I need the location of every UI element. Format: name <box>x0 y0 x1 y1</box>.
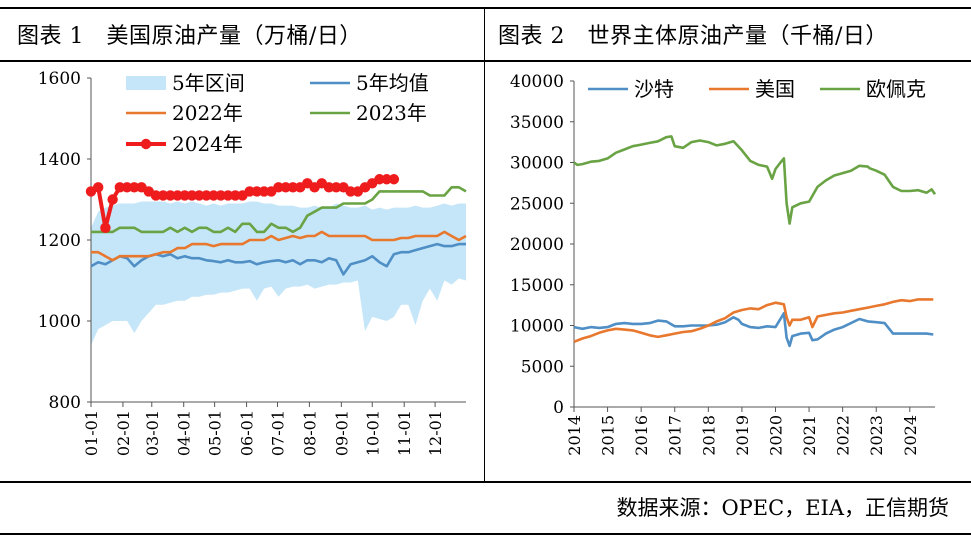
y-tick-label: 20000 <box>510 235 564 255</box>
series-point-2024年 <box>129 182 140 193</box>
y-tick-label: 1600 <box>38 69 81 89</box>
x-tick-label: 2020 <box>766 415 785 456</box>
series-point-2024年 <box>230 190 241 201</box>
top-rule <box>0 7 971 9</box>
chart2-world-crude-production: 0 5000 10000 15000 20000 25000 30000 35000 40000… <box>510 72 937 456</box>
x-tick-label: 2024 <box>901 415 920 456</box>
x-tick-label: 2023 <box>867 415 886 456</box>
chart2-title: 图表 2 世界主体原油产量（千桶/日） <box>498 24 888 49</box>
series-point-2024年 <box>215 190 227 201</box>
series-point-2024年 <box>165 190 176 201</box>
legend-label: 2023年 <box>356 101 427 125</box>
y-tick-label: 35000 <box>510 113 564 133</box>
legend-swatch-marker <box>140 138 152 150</box>
series-point-2024年 <box>114 182 126 193</box>
series-point-2024年 <box>201 190 212 201</box>
y-tick-label: 5000 <box>521 357 564 377</box>
footer-rule <box>0 481 971 483</box>
x-tick-label: 05-01 <box>206 410 225 456</box>
series-line-2023年 <box>91 186 467 234</box>
x-tick-label: 01-01 <box>82 410 101 456</box>
header-rule <box>0 60 971 62</box>
x-tick-label: 2015 <box>599 415 618 456</box>
y-tick-label: 1000 <box>38 312 81 332</box>
x-tick-label: 04-01 <box>175 410 194 456</box>
x-tick-label: 11-01 <box>395 410 414 456</box>
series-point-2024年 <box>273 182 284 193</box>
series-point-2024年 <box>172 190 183 201</box>
legend-label: 欧佩克 <box>866 77 926 101</box>
series-point-2024年 <box>287 182 299 193</box>
x-tick-label: 02-01 <box>114 410 133 456</box>
series-point-2024年 <box>222 190 234 201</box>
series-point-2024年 <box>280 182 291 193</box>
x-tick-label: 2016 <box>632 415 651 456</box>
legend-label: 5年区间 <box>172 71 245 95</box>
legend-label: 2024年 <box>172 132 243 156</box>
x-tick-label: 07-01 <box>268 410 287 456</box>
x-tick-label: 10-01 <box>363 410 382 456</box>
x-tick-label: 08-01 <box>300 410 319 456</box>
y-tick-label: 30000 <box>510 154 564 174</box>
chart1-us-crude-production: 800 1000 1200 1400 1600 01-01 02-01 03-01 04-01 0… <box>38 69 467 456</box>
legend-swatch-band <box>126 76 166 90</box>
x-tick-label: 09-01 <box>332 410 351 456</box>
bottom-rule <box>0 533 971 535</box>
series-point-2024年 <box>157 190 169 201</box>
chart1-title: 图表 1 美国原油产量（万桶/日） <box>17 24 362 49</box>
series-point-2024年 <box>150 190 162 201</box>
y-tick-label: 40000 <box>510 72 564 92</box>
series-point-2024年 <box>107 194 118 205</box>
x-tick-label: 2022 <box>834 415 853 456</box>
band-5yr-range <box>91 201 466 346</box>
series-point-2024年 <box>258 186 270 197</box>
y-tick-label: 1400 <box>38 150 81 170</box>
series-point-2024年 <box>121 182 133 193</box>
series-line-欧佩克 <box>573 135 937 225</box>
y-tick-label: 1200 <box>38 231 81 251</box>
series-point-2024年 <box>330 182 342 193</box>
series-line-沙特 <box>573 312 934 348</box>
series-point-2024年 <box>244 186 255 197</box>
legend-label: 5年均值 <box>356 71 429 95</box>
series-point-2024年 <box>381 174 392 185</box>
series-line-2022年 <box>91 230 467 262</box>
series-point-2024年 <box>388 174 400 185</box>
legend-label: 沙特 <box>634 77 674 101</box>
x-tick-label: 2017 <box>666 415 685 456</box>
series-point-2024年 <box>100 222 111 234</box>
series-point-2024年 <box>345 186 356 197</box>
legend-label: 美国 <box>755 77 795 101</box>
series-point-2024年 <box>251 186 263 197</box>
y-tick-label: 25000 <box>510 194 564 214</box>
series-point-2024年 <box>93 182 104 193</box>
series-point-2024年 <box>208 190 219 201</box>
series-point-2024年 <box>323 182 335 193</box>
x-tick-label: 2014 <box>565 415 584 456</box>
y-tick-label: 0 <box>553 398 564 418</box>
series-point-2024年 <box>179 190 190 201</box>
x-tick-label: 06-01 <box>238 410 257 456</box>
y-tick-label: 15000 <box>510 276 564 296</box>
x-tick-label: 2019 <box>733 415 752 456</box>
y-tick-label: 800 <box>49 393 81 413</box>
panel-divider <box>484 8 485 482</box>
series-point-2024年 <box>193 190 205 201</box>
data-source-note: 数据来源：OPEC，EIA，正信期货 <box>616 496 949 520</box>
x-tick-label: 12-01 <box>426 410 445 456</box>
series-point-2024年 <box>374 174 385 185</box>
y-tick-label: 10000 <box>510 317 564 337</box>
series-point-2024年 <box>186 190 198 201</box>
legend-label: 2022年 <box>172 101 243 125</box>
series-line-美国 <box>573 298 934 344</box>
x-tick-label: 2018 <box>699 415 718 456</box>
x-tick-label: 2021 <box>800 415 819 456</box>
x-tick-label: 03-01 <box>143 410 162 456</box>
